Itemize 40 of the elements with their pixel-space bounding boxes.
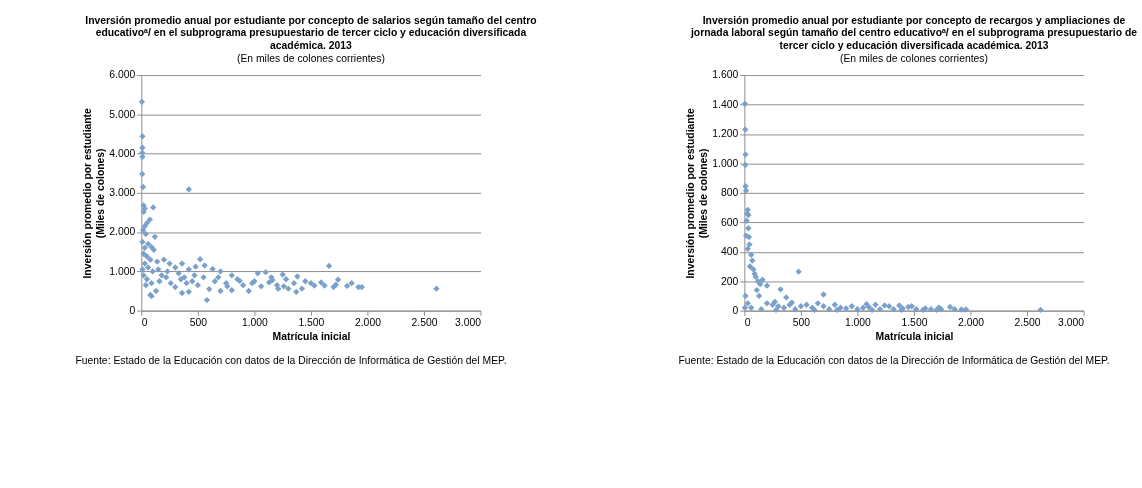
- y-tick-label: 800: [720, 187, 739, 199]
- x-tick-label: 500: [189, 317, 208, 329]
- y-tick-label: 1.000: [109, 265, 136, 277]
- x-tick-label: 1.500: [901, 317, 928, 329]
- x-tick-label: 2.000: [958, 317, 985, 329]
- x-tick-label: 3.000: [1058, 317, 1085, 329]
- x-tick-label: 1.000: [844, 317, 872, 329]
- y-tick-label: 0: [732, 304, 739, 316]
- y-axis-title: Inversión promedio por estudiante (Miles de colones): [82, 107, 106, 279]
- y-tick-label: 1.000: [712, 157, 739, 169]
- x-axis-title: Matrícula inicial: [875, 331, 954, 343]
- y-tick-label: 1.400: [712, 98, 739, 110]
- y-tick-label: 600: [720, 216, 739, 228]
- y-tick-label: 1.200: [712, 128, 739, 140]
- x-tick-label: 2.000: [354, 317, 382, 329]
- chart-subtitle: (En miles de colones corrientes): [236, 52, 385, 64]
- y-tick-label: 1.600: [712, 69, 739, 81]
- x-tick-label: 2.500: [1014, 317, 1041, 329]
- y-tick-label: 400: [720, 246, 739, 258]
- y-tick-label: 5.000: [109, 108, 136, 120]
- y-axis-title: Inversión promedio por estudiante (Miles de colones): [685, 107, 709, 279]
- y-tick-label: 200: [720, 275, 739, 287]
- source-note: Fuente: Estado de la Educación con datos de la Dirección de Informática de Gestión del MEP.: [75, 355, 507, 367]
- y-tick-label: 2.000: [109, 226, 136, 238]
- x-axis-title: Matrícula inicial: [272, 331, 351, 343]
- x-tick-label: 3.000: [455, 317, 482, 329]
- x-tick-label: 2.500: [411, 317, 438, 329]
- y-tick-label: 4.000: [109, 147, 136, 159]
- y-tick-label: 6.000: [109, 69, 136, 81]
- chart-title: Inversión promedio anual por estudiante por concepto de recargos y ampliaciones de jornada laboral según tamaño del centro educativoᵃ/ en el subprograma presupuestario de tercer ciclo y educación diversificada académica. 2013: [689, 15, 1138, 51]
- x-tick-label: 0: [744, 317, 751, 329]
- x-tick-label: 0: [141, 317, 148, 329]
- x-tick-label: 1.000: [241, 317, 269, 329]
- chart-title: Inversión promedio anual por estudiante por concepto de salarios según tamaño del centro educativoᵃ/ en el subprograma presupuestario de tercer ciclo y educación diversificada académica. 2013: [85, 15, 537, 51]
- chart-subtitle: (En miles de colones corrientes): [839, 52, 988, 64]
- y-tick-label: 3.000: [109, 187, 136, 199]
- x-tick-label: 1.500: [298, 317, 325, 329]
- y-tick-label: 0: [129, 304, 136, 316]
- x-tick-label: 500: [792, 317, 811, 329]
- source-note: Fuente: Estado de la Educación con datos de la Dirección de Informática de Gestión del MEP.: [678, 355, 1110, 367]
